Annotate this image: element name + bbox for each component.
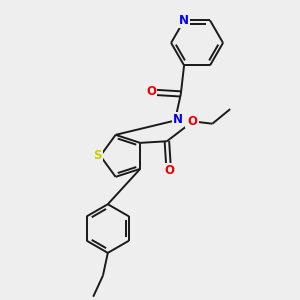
Text: O: O: [164, 164, 174, 177]
Text: O: O: [146, 85, 156, 98]
Text: ·H: ·H: [186, 117, 197, 127]
Text: O: O: [188, 115, 198, 128]
Text: N: N: [179, 14, 189, 27]
Text: N: N: [173, 113, 183, 126]
Text: S: S: [94, 149, 102, 162]
